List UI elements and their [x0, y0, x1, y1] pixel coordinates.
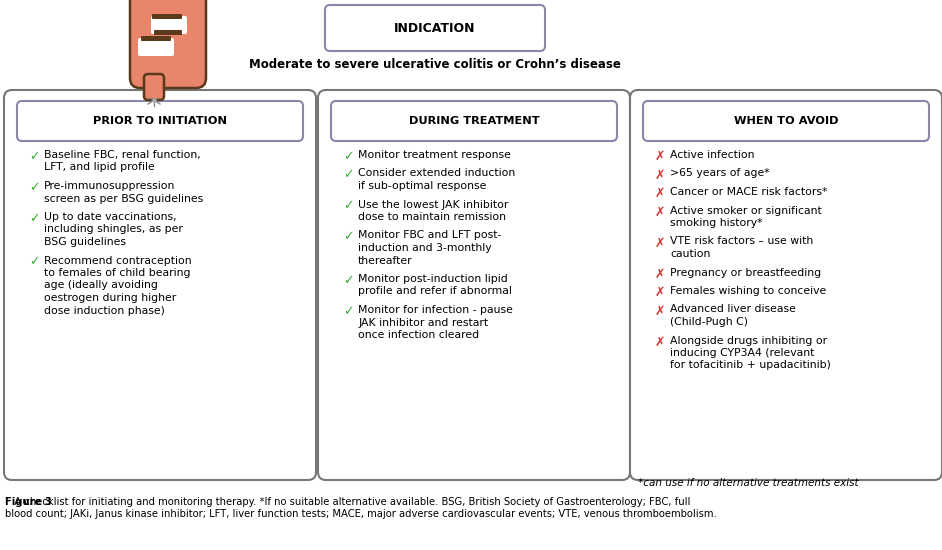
Text: screen as per BSG guidelines: screen as per BSG guidelines	[44, 194, 203, 204]
FancyBboxPatch shape	[331, 101, 617, 141]
Text: smoking history*: smoking history*	[670, 218, 762, 228]
FancyBboxPatch shape	[144, 74, 164, 100]
Text: Use the lowest JAK inhibitor: Use the lowest JAK inhibitor	[358, 200, 509, 210]
Text: if sub-optimal response: if sub-optimal response	[358, 181, 486, 191]
Text: ✓: ✓	[29, 150, 40, 163]
Text: VTE risk factors – use with: VTE risk factors – use with	[670, 236, 813, 246]
Text: (Child-Pugh C): (Child-Pugh C)	[670, 317, 748, 327]
Text: ✗: ✗	[655, 168, 665, 182]
Text: age (ideally avoiding: age (ideally avoiding	[44, 280, 158, 290]
Text: >65 years of age*: >65 years of age*	[670, 168, 770, 179]
FancyBboxPatch shape	[138, 38, 174, 56]
Text: ✓: ✓	[29, 256, 40, 268]
Text: Up to date vaccinations,: Up to date vaccinations,	[44, 212, 177, 222]
Text: ✓: ✓	[343, 200, 353, 212]
Text: ✗: ✗	[655, 305, 665, 317]
FancyBboxPatch shape	[152, 14, 182, 19]
Text: ✓: ✓	[343, 168, 353, 182]
FancyBboxPatch shape	[325, 5, 545, 51]
Text: Figure 3: Figure 3	[5, 497, 52, 507]
Text: ✗: ✗	[655, 267, 665, 280]
Text: ✓: ✓	[29, 212, 40, 225]
FancyBboxPatch shape	[318, 90, 630, 480]
Text: profile and refer if abnormal: profile and refer if abnormal	[358, 287, 512, 296]
Text: WHEN TO AVOID: WHEN TO AVOID	[734, 116, 838, 126]
Text: Advanced liver disease: Advanced liver disease	[670, 305, 796, 315]
Text: thereafter: thereafter	[358, 256, 413, 266]
Text: ✓: ✓	[343, 230, 353, 244]
Text: ✓: ✓	[29, 181, 40, 194]
Text: Cancer or MACE risk factors*: Cancer or MACE risk factors*	[670, 187, 827, 197]
FancyBboxPatch shape	[4, 90, 316, 480]
Text: ✗: ✗	[655, 187, 665, 200]
Text: dose to maintain remission: dose to maintain remission	[358, 212, 506, 222]
Text: Baseline FBC, renal function,: Baseline FBC, renal function,	[44, 150, 201, 160]
Text: ✓: ✓	[343, 150, 353, 163]
Text: LFT, and lipid profile: LFT, and lipid profile	[44, 162, 154, 173]
Text: Pre-immunosuppression: Pre-immunosuppression	[44, 181, 175, 191]
Text: INDICATION: INDICATION	[395, 21, 476, 35]
Text: ✗: ✗	[655, 150, 665, 163]
Text: dose induction phase): dose induction phase)	[44, 305, 165, 316]
Text: A checklist for initiating and monitoring therapy. *If no suitable alternative a: A checklist for initiating and monitorin…	[5, 497, 717, 519]
Text: Pregnancy or breastfeeding: Pregnancy or breastfeeding	[670, 267, 821, 278]
Text: Monitor treatment response: Monitor treatment response	[358, 150, 511, 160]
Text: inducing CYP3A4 (relevant: inducing CYP3A4 (relevant	[670, 348, 815, 358]
Text: induction and 3-monthly: induction and 3-monthly	[358, 243, 492, 253]
Text: Alongside drugs inhibiting or: Alongside drugs inhibiting or	[670, 336, 827, 345]
Text: ✗: ✗	[655, 286, 665, 299]
Text: *can use if no alternative treatments exist: *can use if no alternative treatments ex…	[638, 478, 858, 488]
FancyBboxPatch shape	[141, 36, 171, 41]
FancyBboxPatch shape	[630, 90, 942, 480]
FancyBboxPatch shape	[130, 0, 206, 88]
Text: ✗: ✗	[655, 206, 665, 218]
Text: caution: caution	[670, 249, 710, 259]
Text: Consider extended induction: Consider extended induction	[358, 168, 515, 179]
Text: JAK inhibitor and restart: JAK inhibitor and restart	[358, 317, 488, 327]
Text: ✓: ✓	[343, 305, 353, 318]
Text: ✓: ✓	[343, 274, 353, 287]
Text: PRIOR TO INITIATION: PRIOR TO INITIATION	[93, 116, 227, 126]
Text: Monitor FBC and LFT post-: Monitor FBC and LFT post-	[358, 230, 501, 240]
Text: for tofacitinib + upadacitinib): for tofacitinib + upadacitinib)	[670, 360, 831, 371]
Text: Monitor for infection - pause: Monitor for infection - pause	[358, 305, 512, 315]
Text: Active infection: Active infection	[670, 150, 755, 160]
Text: Active smoker or significant: Active smoker or significant	[670, 206, 821, 216]
Text: to females of child bearing: to females of child bearing	[44, 268, 190, 278]
Text: Moderate to severe ulcerative colitis or Crohn’s disease: Moderate to severe ulcerative colitis or…	[249, 58, 621, 70]
Text: DURING TREATMENT: DURING TREATMENT	[409, 116, 540, 126]
Text: BSG guidelines: BSG guidelines	[44, 237, 126, 247]
FancyBboxPatch shape	[154, 30, 182, 35]
Text: ✗: ✗	[655, 336, 665, 349]
Text: Females wishing to conceive: Females wishing to conceive	[670, 286, 826, 296]
Text: oestrogen during higher: oestrogen during higher	[44, 293, 176, 303]
Text: once infection cleared: once infection cleared	[358, 330, 479, 340]
Text: including shingles, as per: including shingles, as per	[44, 224, 183, 234]
FancyBboxPatch shape	[643, 101, 929, 141]
FancyBboxPatch shape	[17, 101, 303, 141]
FancyBboxPatch shape	[151, 16, 187, 34]
Text: ✗: ✗	[655, 236, 665, 250]
Text: Recommend contraception: Recommend contraception	[44, 256, 191, 266]
Text: Monitor post-induction lipid: Monitor post-induction lipid	[358, 274, 508, 284]
